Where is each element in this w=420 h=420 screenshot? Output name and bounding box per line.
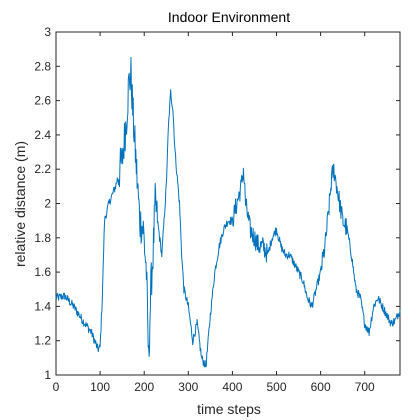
series-line [55, 56, 401, 368]
y-tick-label: 1.4 [34, 299, 51, 313]
x-tick-label: 500 [266, 380, 286, 394]
y-tick-label: 1 [44, 368, 51, 382]
x-tick-label: 700 [355, 380, 375, 394]
chart-title: Indoor Environment [168, 9, 290, 25]
x-tick-label: 300 [178, 380, 198, 394]
x-tick-label: 600 [311, 380, 331, 394]
x-axis-label: time steps [197, 401, 261, 417]
x-tick-label: 200 [134, 380, 154, 394]
y-tick-label: 2.2 [34, 162, 51, 176]
y-tick-label: 2 [44, 197, 51, 211]
y-tick-label: 1.8 [34, 231, 51, 245]
y-tick-label: 3 [44, 25, 51, 39]
y-tick-label: 2.8 [34, 59, 51, 73]
y-tick-label: 1.6 [34, 265, 51, 279]
y-tick-label: 1.2 [34, 334, 51, 348]
tick-group: 0 100 200 300 400 500 600 700 1 1.2 1.4 1.6 1.8 2 2.2 2… [34, 25, 400, 394]
plot-area [55, 31, 401, 376]
y-tick-label: 2.6 [34, 94, 51, 108]
y-tick-label: 2.4 [34, 128, 51, 142]
x-tick-label: 0 [53, 380, 60, 394]
x-tick-label: 400 [222, 380, 242, 394]
x-tick-label: 100 [90, 380, 110, 394]
y-axis-label: relative distance (m) [12, 141, 28, 267]
series-line-group [55, 56, 401, 368]
